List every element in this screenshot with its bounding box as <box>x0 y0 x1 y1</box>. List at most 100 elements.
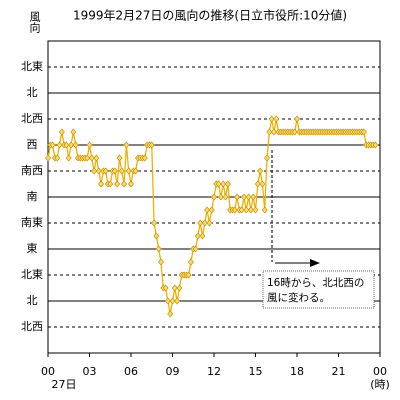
data-point <box>95 167 102 175</box>
data-point <box>54 154 61 162</box>
data-point <box>63 141 70 149</box>
x-tick-label: 03 <box>83 365 97 378</box>
data-point <box>250 193 257 201</box>
data-point <box>208 206 215 214</box>
data-point <box>125 167 132 175</box>
data-point <box>176 284 183 292</box>
data-point <box>268 115 275 123</box>
data-point <box>206 219 213 227</box>
data-point <box>252 206 259 214</box>
data-point <box>222 193 229 201</box>
data-point <box>58 128 65 136</box>
data-point <box>238 206 245 214</box>
data-point <box>91 167 98 175</box>
data-point <box>98 180 104 188</box>
data-point <box>215 180 222 188</box>
data-point <box>151 219 158 227</box>
data-point <box>167 310 174 318</box>
data-point <box>220 180 227 188</box>
annotation-box <box>262 270 375 309</box>
data-point <box>231 206 238 214</box>
data-point <box>45 154 51 162</box>
data-point <box>241 193 247 201</box>
data-point <box>234 193 241 201</box>
y-tick-label: 北 <box>27 86 38 99</box>
x-tick-label: 12 <box>207 365 221 378</box>
data-point <box>245 193 252 201</box>
data-point <box>116 154 123 162</box>
data-point <box>294 115 300 123</box>
data-point <box>132 167 139 175</box>
data-point <box>211 193 217 201</box>
data-point <box>254 180 261 188</box>
y-tick-label: 南西 <box>21 164 43 177</box>
data-point <box>107 180 114 188</box>
data-point <box>273 115 280 123</box>
y-tick-label: 南東 <box>21 216 43 229</box>
data-point <box>164 297 171 305</box>
data-point <box>169 297 176 305</box>
y-tick-label: 南 <box>27 190 38 203</box>
data-point <box>93 154 100 162</box>
data-point <box>217 193 224 201</box>
y-tick-label: 北西 <box>21 112 43 125</box>
y-tick-label: 北東 <box>21 268 43 281</box>
data-point <box>153 232 160 240</box>
data-point <box>185 271 192 279</box>
data-point <box>266 128 273 136</box>
data-point <box>70 128 77 136</box>
data-point <box>194 232 201 240</box>
data-point <box>224 180 231 188</box>
data-point <box>88 154 95 162</box>
data-point <box>257 167 264 175</box>
data-point <box>102 167 109 175</box>
data-point <box>84 154 91 162</box>
y-tick-label: 東 <box>27 242 38 255</box>
x-tick-label: 18 <box>290 365 304 378</box>
y-tick-label: 西 <box>27 138 38 151</box>
data-point <box>114 180 121 188</box>
data-point <box>247 206 254 214</box>
data-point <box>199 232 206 240</box>
data-point <box>111 167 118 175</box>
data-point <box>174 297 181 305</box>
data-point <box>155 245 162 253</box>
y-tick-label: 北 <box>27 294 38 307</box>
data-point <box>270 128 277 136</box>
data-point <box>65 154 72 162</box>
data-point <box>128 180 134 188</box>
x-tick-label: 15 <box>249 365 263 378</box>
data-point <box>162 284 169 292</box>
data-point <box>360 128 367 136</box>
data-point <box>56 141 63 149</box>
data-point <box>148 141 155 149</box>
date-label: 27日 <box>52 378 77 391</box>
data-point <box>243 206 250 214</box>
data-point <box>291 128 298 136</box>
data-point <box>192 245 199 253</box>
data-point <box>49 141 56 149</box>
data-point <box>201 219 208 227</box>
data-point <box>158 258 164 266</box>
data-point <box>261 206 268 214</box>
data-point <box>197 219 204 227</box>
arrow-head <box>310 259 320 267</box>
data-point <box>264 154 270 162</box>
chart-title: 1999年2月27日の風向の推移(日立市役所:10分値) <box>73 8 347 23</box>
data-point <box>141 154 148 162</box>
y-axis-label: 風向 <box>28 11 41 33</box>
x-tick-label: 06 <box>124 365 138 378</box>
data-point <box>171 284 178 292</box>
data-point <box>121 180 128 188</box>
x-tick-label: 00 <box>41 365 55 378</box>
x-tick-label: 00 <box>373 365 387 378</box>
data-point <box>123 141 130 149</box>
data-point <box>118 167 125 175</box>
y-tick-label: 北東 <box>21 60 43 73</box>
annotation-text: 風に変わる。 <box>267 291 330 304</box>
x-tick-label: 21 <box>332 365 346 378</box>
x-unit: (時) <box>370 378 390 391</box>
data-point <box>187 258 194 266</box>
data-point <box>372 141 379 149</box>
